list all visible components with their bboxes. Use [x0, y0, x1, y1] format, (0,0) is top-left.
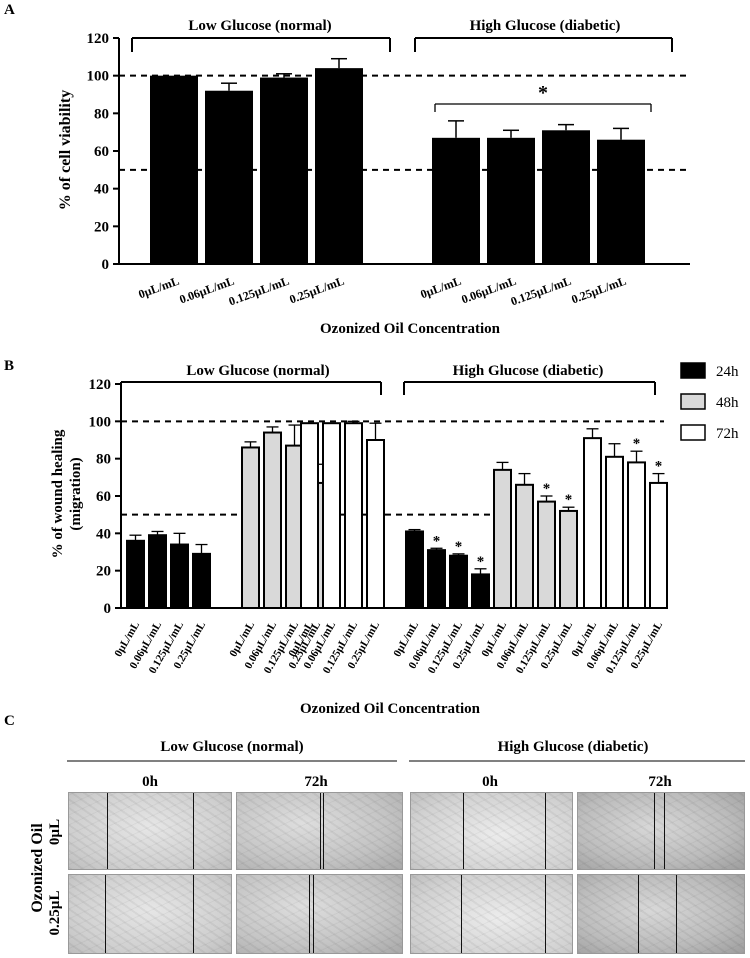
chart-a-y-tick-label: 20	[94, 219, 109, 235]
chart-a-x-tick-label: 0.25µL/mL	[287, 274, 346, 307]
legend-swatch-72h	[680, 424, 706, 441]
chart-b-bar	[322, 422, 341, 610]
legend-label-72h: 72h	[716, 426, 739, 442]
chart-b-bar	[344, 422, 363, 610]
chart-a-bar	[432, 137, 480, 264]
chart-b-bar	[649, 481, 668, 609]
chart-b-bar	[126, 539, 145, 609]
chart-b-bar	[537, 500, 556, 610]
chart-a-x-tick-label: 0µL/mL	[137, 274, 182, 302]
legend-swatch-24h	[680, 362, 706, 379]
legend-label-48h: 48h	[716, 395, 739, 411]
chart-a-significance: *	[538, 82, 548, 104]
chart-b-xlabel: Ozonized Oil Concentration	[300, 701, 481, 717]
chart-b-y-tick-label: 60	[96, 489, 111, 505]
chart-a-x-tick-label: 0.125µL/mL	[227, 274, 291, 309]
chart-a-group-label-low: Low Glucose (normal)	[188, 18, 331, 34]
chart-b-significance: *	[433, 533, 441, 549]
panel-label-b: B	[4, 358, 14, 374]
panel-c-time-label-3: 0h	[482, 774, 499, 790]
panel-c-time-label-2: 72h	[304, 774, 328, 790]
chart-b-y-tick-label: 20	[96, 564, 111, 580]
chart-b-bar	[192, 552, 211, 609]
chart-b-bar	[515, 483, 534, 609]
micrograph-high-72h-025ul	[577, 874, 745, 954]
panel-c-row-label-1: 0.25µL	[47, 891, 63, 936]
chart-b-bar	[405, 530, 424, 610]
chart-b-bar	[471, 573, 490, 610]
chart-a-bar	[205, 90, 253, 264]
chart-b-group-label-low: Low Glucose (normal)	[186, 363, 329, 379]
chart-b-bar	[627, 461, 646, 609]
chart-b-y-tick-label: 0	[104, 601, 112, 617]
chart-a-y-tick-label: 120	[87, 31, 110, 47]
chart-a-bar	[260, 77, 308, 264]
panel-label-c: C	[4, 713, 15, 729]
micrograph-low-0h-025ul	[68, 874, 232, 954]
chart-b-significance: *	[543, 481, 551, 497]
chart-a-bar	[150, 75, 198, 265]
chart-b-significance: *	[655, 459, 663, 475]
panel-c-time-label-4: 72h	[648, 774, 672, 790]
micrograph-low-72h-0ul	[236, 792, 403, 870]
panel-c-row-title: Ozonized Oil	[29, 823, 46, 913]
chart-a-bar	[542, 130, 590, 264]
chart-a-x-tick-label: 0.06µL/mL	[177, 274, 236, 307]
chart-a: Low Glucose (normal) High Glucose (diabe…	[57, 18, 690, 337]
chart-b-ylabel-line1: % of wound healing	[50, 429, 66, 558]
chart-b-bar	[148, 534, 167, 610]
legend-swatch-48h	[680, 393, 706, 410]
chart-a-y-tick-label: 40	[94, 182, 109, 198]
chart-b-bar	[583, 437, 602, 609]
chart-b-significance: *	[633, 436, 641, 452]
chart-b-bar	[559, 509, 578, 609]
chart-a-bar	[597, 139, 645, 264]
chart-b: Low Glucose (normal) High Glucose (diabe…	[50, 362, 739, 717]
chart-b-y-tick-label: 40	[96, 526, 111, 542]
micrograph-low-0h-0ul	[68, 792, 232, 870]
micrograph-high-0h-0ul	[410, 792, 573, 870]
chart-a-y-tick-label: 100	[87, 69, 110, 85]
chart-b-significance: *	[477, 554, 485, 570]
chart-b-bar	[449, 554, 468, 610]
chart-b-bar	[263, 431, 282, 609]
chart-a-x-tick-label: 0.25µL/mL	[569, 274, 628, 307]
chart-a-bar	[487, 137, 535, 264]
chart-b-significance: *	[565, 492, 573, 508]
chart-a-group-label-high: High Glucose (diabetic)	[470, 18, 621, 34]
micrograph-low-72h-025ul	[236, 874, 403, 954]
chart-b-group-label-high: High Glucose (diabetic)	[453, 363, 604, 379]
chart-b-bar	[366, 439, 385, 609]
panel-label-a: A	[4, 2, 15, 18]
chart-a-y-tick-label: 0	[102, 257, 110, 273]
chart-b-y-tick-label: 80	[96, 452, 111, 468]
chart-b-bar	[300, 422, 319, 610]
chart-b-bar	[170, 543, 189, 609]
chart-a-x-tick-label: 0.06µL/mL	[459, 274, 518, 307]
panel-c-row-label-0: 0µL	[47, 819, 63, 845]
chart-b-bar	[241, 446, 260, 610]
chart-b-y-tick-label: 100	[89, 414, 112, 430]
chart-b-bar	[493, 468, 512, 609]
panel-c-headings: Low Glucose (normal) High Glucose (diabe…	[29, 739, 745, 935]
chart-a-x-tick-label: 0.125µL/mL	[509, 274, 573, 309]
chart-b-bar	[605, 455, 624, 609]
panel-c-time-label-1: 0h	[142, 774, 159, 790]
chart-b-y-tick-label: 120	[89, 377, 112, 393]
chart-a-bar	[315, 68, 363, 264]
chart-a-ylabel: % of cell viability	[57, 90, 74, 210]
panel-c-group-label-high: High Glucose (diabetic)	[498, 739, 649, 755]
chart-b-ylabel-line2: (migration)	[68, 457, 84, 530]
chart-a-y-tick-label: 80	[94, 106, 109, 122]
micrograph-high-0h-025ul	[410, 874, 573, 954]
chart-b-significance: *	[455, 539, 463, 555]
legend-label-24h: 24h	[716, 364, 739, 380]
chart-a-x-tick-label: 0µL/mL	[419, 274, 464, 302]
micrograph-high-72h-0ul	[577, 792, 745, 870]
chart-a-y-tick-label: 60	[94, 144, 109, 160]
chart-b-bar	[427, 549, 446, 610]
panel-c-group-label-low: Low Glucose (normal)	[160, 739, 303, 755]
chart-a-xlabel: Ozonized Oil Concentration	[320, 321, 501, 337]
